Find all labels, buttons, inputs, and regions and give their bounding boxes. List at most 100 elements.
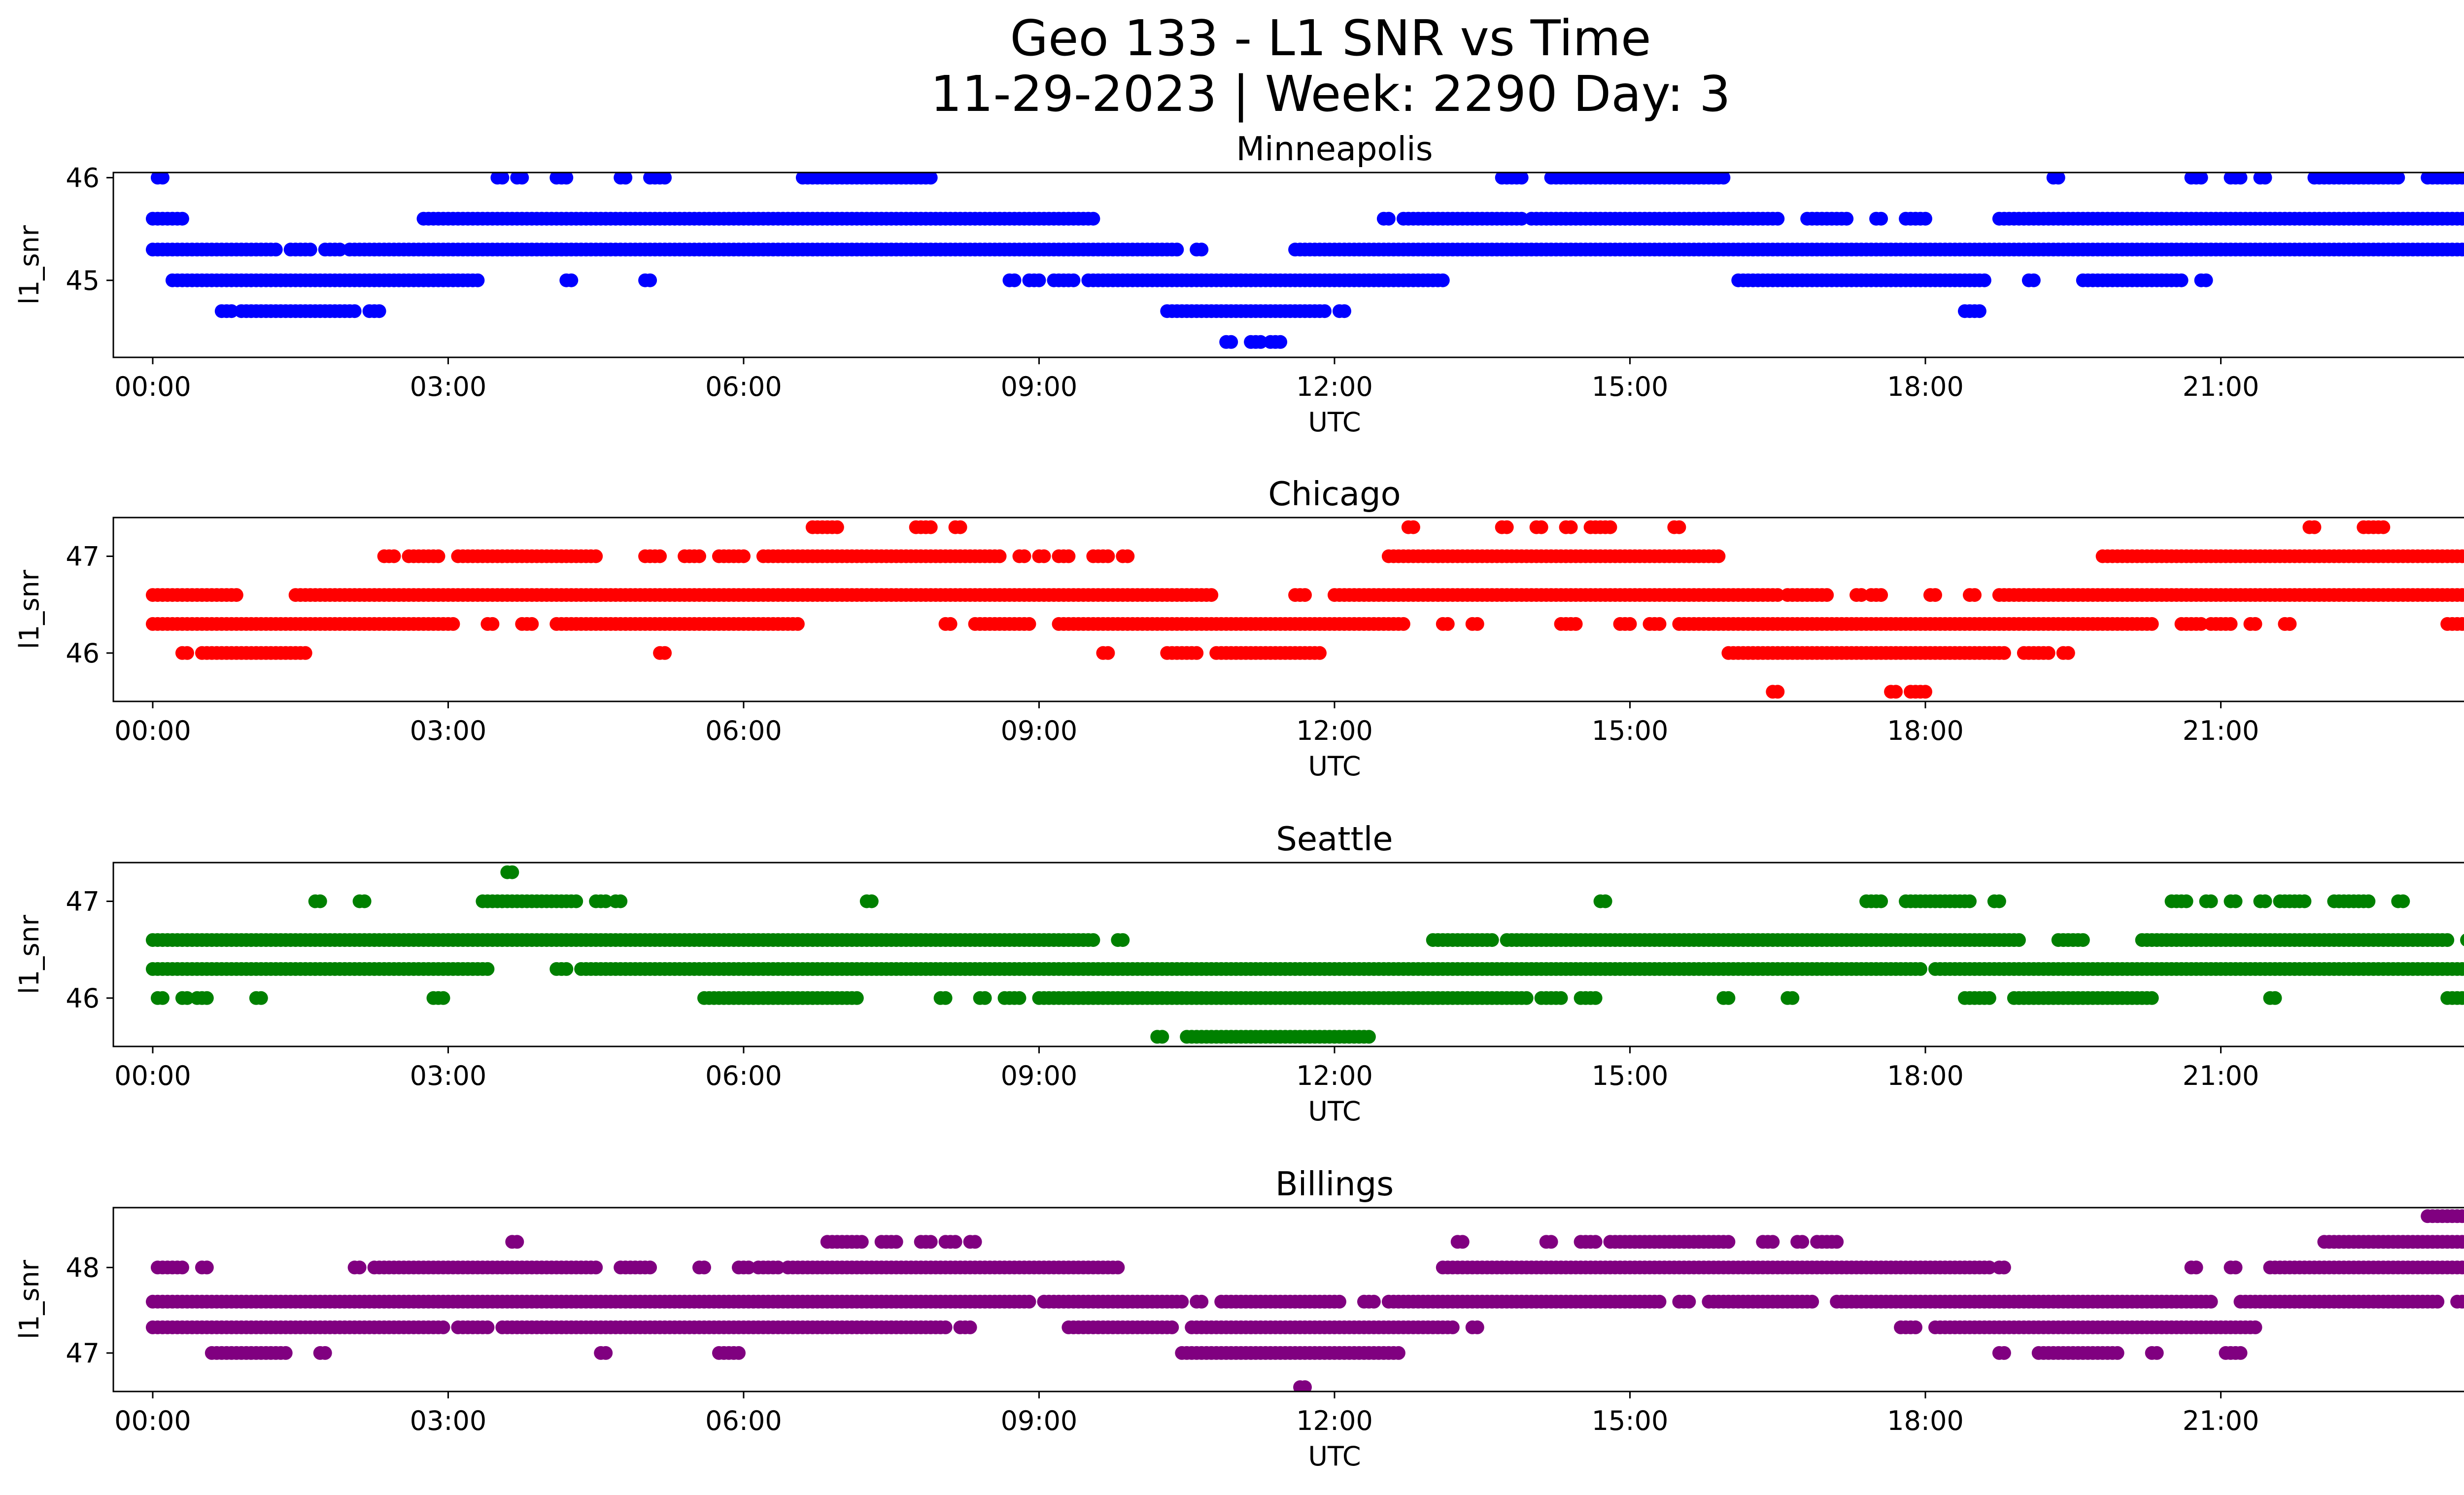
x-tick-label: 12:00 [1296, 715, 1373, 746]
data-point [269, 243, 283, 257]
data-point [1012, 991, 1027, 1005]
data-point [1672, 520, 1686, 534]
data-point [1007, 273, 1022, 287]
data-point [643, 1260, 657, 1275]
data-point [1544, 1235, 1558, 1249]
data-point [1795, 1235, 1810, 1249]
data-point [1972, 304, 1986, 318]
x-tick-label: 12:00 [1296, 1405, 1373, 1436]
x-tick-label: 15:00 [1592, 1405, 1669, 1436]
data-point [2460, 1261, 2464, 1274]
data-point [653, 549, 667, 563]
data-point [1771, 685, 1785, 699]
scatter-series-chicago [145, 520, 2464, 699]
data-point [1381, 211, 1396, 226]
data-point [485, 617, 500, 631]
x-tick-label: 06:00 [705, 1060, 782, 1091]
data-point [1652, 1294, 1667, 1309]
x-tick-label: 03:00 [410, 1060, 487, 1091]
data-point [2145, 991, 2159, 1005]
data-point [525, 617, 539, 631]
data-point [692, 549, 706, 563]
data-point [1805, 1294, 1819, 1309]
subplot-title: Billings [1275, 1165, 1394, 1203]
data-point [1116, 933, 1130, 947]
data-point [1204, 588, 1219, 602]
data-point [737, 549, 751, 563]
data-point [180, 646, 194, 660]
data-point [155, 173, 170, 185]
subplot-title: Chicago [1268, 475, 1401, 513]
data-point [2460, 589, 2464, 601]
data-point [387, 549, 401, 563]
data-point [948, 1235, 962, 1249]
data-point [2268, 991, 2282, 1005]
data-point [968, 1235, 982, 1249]
data-point [938, 1320, 953, 1334]
x-tick-label: 21:00 [2183, 1405, 2259, 1436]
data-point [2460, 963, 2464, 975]
data-point [742, 1260, 755, 1275]
data-point [855, 1235, 869, 1249]
scatter-series-billings [145, 1209, 2464, 1391]
data-point [1195, 243, 1209, 257]
data-point [1711, 549, 1726, 563]
data-point [1534, 520, 1548, 534]
data-point [569, 894, 583, 908]
data-point [495, 173, 510, 185]
data-point [2258, 894, 2272, 908]
data-point [1771, 211, 1785, 226]
data-point [431, 549, 445, 563]
data-point [2460, 1210, 2464, 1222]
data-point [1514, 211, 1529, 226]
data-point [1500, 520, 1514, 534]
x-tick-label: 12:00 [1296, 1060, 1373, 1091]
data-point [1470, 1320, 1484, 1334]
data-point [2396, 894, 2410, 908]
data-point [1101, 549, 1115, 563]
data-point [850, 991, 864, 1005]
scatter-series-seattle [145, 865, 2464, 1044]
x-tick-label: 03:00 [410, 1405, 487, 1436]
data-point [618, 173, 633, 185]
data-point [564, 273, 579, 287]
data-point [2110, 1346, 2124, 1360]
data-point [1440, 617, 1455, 631]
data-point [1771, 588, 1785, 602]
data-point [1337, 304, 1351, 318]
data-point [2460, 934, 2464, 946]
data-point [254, 991, 268, 1005]
scatter-series-minneapolis [145, 173, 2464, 349]
data-point [1588, 991, 1603, 1005]
data-point [1982, 1260, 1996, 1275]
x-tick-label: 00:00 [114, 371, 191, 402]
data-point [2174, 273, 2189, 287]
x-tick-label: 21:00 [2183, 371, 2259, 402]
data-point [1391, 1346, 1405, 1360]
data-point [2460, 243, 2464, 256]
x-tick-label: 18:00 [1887, 1405, 1964, 1436]
data-point [2189, 1260, 2203, 1275]
y-tick-label: 47 [66, 541, 100, 572]
data-point [1037, 549, 1051, 563]
x-tick-label: 00:00 [114, 1060, 191, 1091]
data-point [2194, 173, 2208, 185]
x-tick-label: 15:00 [1592, 371, 1669, 402]
data-point [180, 991, 194, 1005]
x-tick-label: 06:00 [705, 1405, 782, 1436]
x-axis-label: UTC [1308, 1096, 1361, 1127]
data-point [1298, 588, 1312, 602]
y-tick-label: 46 [66, 638, 100, 669]
data-point [446, 617, 460, 631]
data-point [1766, 1235, 1780, 1249]
y-axis-label: l1_snr [14, 225, 45, 305]
subplot-title: Seattle [1276, 820, 1393, 858]
data-point [1914, 962, 1927, 976]
data-point [1298, 1380, 1312, 1391]
data-point [1318, 304, 1332, 318]
x-tick-label: 18:00 [1887, 715, 1964, 746]
data-point [436, 1320, 450, 1334]
